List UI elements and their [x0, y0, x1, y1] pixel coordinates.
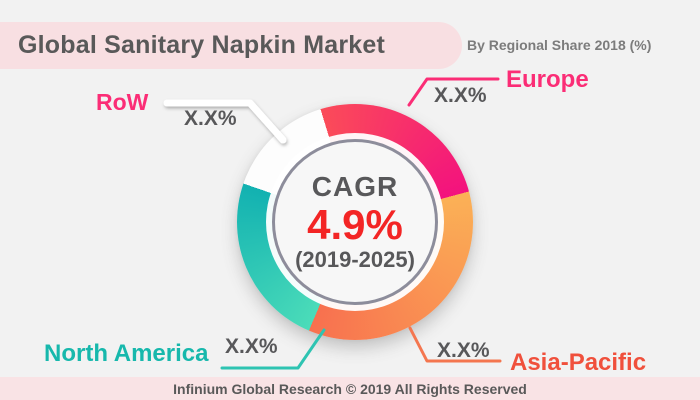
title-banner: Global Sanitary Napkin Market [0, 22, 462, 69]
cagr-label: CAGR [311, 170, 399, 202]
cagr-period: (2019-2025) [295, 247, 415, 273]
label-europe: Europe [506, 66, 589, 93]
chart-subtitle: By Regional Share 2018 (%) [467, 37, 652, 53]
page-title: Global Sanitary Napkin Market [18, 31, 386, 59]
label-row: RoW [96, 89, 149, 115]
callout-line-north-america [220, 328, 326, 370]
donut-center: CAGR 4.9% (2019-2025) [272, 139, 438, 305]
label-north-america: North America [44, 340, 209, 367]
donut-chart: CAGR 4.9% (2019-2025) [237, 104, 473, 340]
value-europe: X.X% [434, 84, 487, 107]
value-north-america: X.X% [225, 335, 278, 358]
label-asia-pacific: Asia-Pacific [510, 349, 647, 376]
value-asia-pacific: X.X% [437, 339, 490, 362]
callout-line-row [163, 99, 287, 144]
footer-text: Infinium Global Research © 2019 All Righ… [173, 380, 527, 397]
callout-line-europe [407, 77, 500, 107]
footer-bar: Infinium Global Research © 2019 All Righ… [0, 377, 700, 400]
cagr-value: 4.9% [307, 200, 403, 248]
callout-line-asia-pacific [408, 326, 502, 363]
value-row: X.X% [184, 107, 237, 130]
